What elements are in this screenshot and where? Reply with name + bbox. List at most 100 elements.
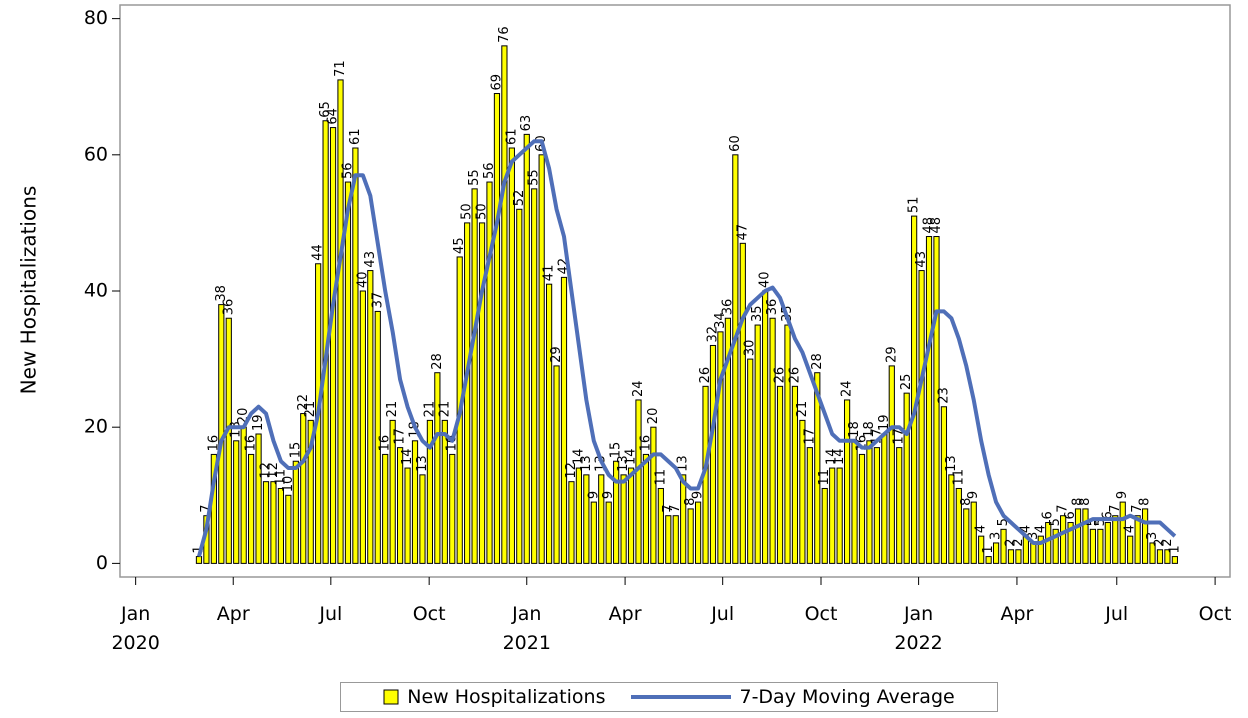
data-label: 61 [348, 128, 363, 145]
bar [397, 447, 404, 564]
bar [896, 447, 903, 564]
bar [948, 474, 955, 564]
data-label: 7 [1130, 504, 1145, 512]
data-label: 38 [214, 285, 229, 302]
data-label: 71 [333, 60, 348, 77]
bar [650, 426, 657, 564]
bar [1082, 508, 1089, 564]
x-tick-label: Oct [804, 603, 838, 625]
bar [814, 372, 821, 564]
bar [508, 147, 515, 564]
data-label: 7 [668, 504, 683, 512]
data-label: 13 [579, 455, 594, 472]
legend-label: New Hospitalizations [407, 686, 606, 708]
data-label: 20 [646, 408, 661, 425]
bar [911, 215, 918, 564]
x-tick-label: Jan 2022 [894, 603, 943, 654]
bar [754, 324, 761, 564]
bar [694, 501, 702, 564]
data-label: 21 [422, 401, 437, 418]
bar [441, 419, 448, 564]
data-label: 48 [929, 217, 944, 234]
legend-item: 7-Day Moving Average [631, 686, 955, 708]
bar [560, 276, 568, 564]
bar [635, 399, 642, 564]
bar [985, 556, 992, 564]
bar [277, 487, 285, 564]
bar [717, 331, 724, 564]
bar [791, 385, 799, 564]
bar [538, 154, 545, 564]
data-label: 12 [564, 462, 579, 479]
bar [1045, 522, 1052, 564]
data-label: 21 [795, 401, 810, 418]
data-label: 24 [631, 380, 646, 397]
bar [776, 385, 784, 564]
bar [613, 460, 620, 564]
y-tick-label: 60 [84, 143, 108, 165]
data-label: 17 [802, 428, 817, 445]
data-label: 60 [728, 135, 743, 152]
bar [829, 467, 836, 564]
data-label: 1 [1167, 545, 1182, 553]
data-label: 1 [981, 545, 996, 553]
bar [1104, 522, 1111, 564]
bar [329, 127, 337, 564]
bar [471, 188, 478, 564]
data-label: 8 [683, 498, 698, 506]
data-label: 4 [1018, 525, 1033, 533]
data-label: 8 [1071, 498, 1086, 506]
bar [426, 419, 434, 564]
data-label: 13 [676, 455, 691, 472]
data-label: 18 [862, 421, 877, 438]
data-label: 28 [810, 353, 825, 370]
data-label: 21 [437, 401, 452, 418]
bar [963, 508, 970, 564]
bar [866, 440, 873, 564]
y-tick-label: 0 [96, 552, 108, 574]
x-tick-label: Jul [1105, 603, 1129, 625]
data-label: 28 [430, 353, 445, 370]
data-label: 9 [966, 491, 981, 499]
bar [449, 453, 456, 564]
bar [1134, 515, 1141, 564]
bar [255, 433, 262, 564]
data-label: 34 [713, 312, 728, 329]
data-label: 6 [1063, 511, 1078, 519]
data-label: 11 [951, 469, 966, 486]
data-label: 11 [817, 469, 832, 486]
data-label: 16 [638, 435, 653, 452]
x-tick-label: Jan 2020 [111, 603, 160, 654]
bar [940, 406, 948, 564]
data-label: 2 [1160, 538, 1175, 546]
data-label: 17 [869, 428, 884, 445]
bar [516, 208, 523, 564]
y-tick-label: 80 [84, 7, 108, 29]
bar [933, 236, 940, 564]
data-label: 40 [355, 271, 370, 288]
bar [300, 413, 307, 564]
bar [374, 310, 381, 564]
data-label: 15 [609, 442, 624, 459]
bar [307, 419, 314, 564]
legend-item: New Hospitalizations [383, 686, 605, 708]
bar [248, 453, 255, 564]
data-label: 11 [653, 469, 668, 486]
bar [1030, 542, 1037, 564]
data-label: 50 [460, 203, 475, 220]
y-axis-title: New Hospitalizations [17, 186, 41, 395]
data-label: 14 [832, 449, 847, 466]
bar [1052, 528, 1059, 564]
data-label: 7 [1108, 504, 1123, 512]
data-label: 2 [1003, 538, 1018, 546]
data-label: 9 [601, 491, 616, 499]
bar [903, 392, 910, 564]
y-tick-label: 20 [84, 416, 108, 438]
bar [262, 481, 270, 564]
data-label: 76 [497, 26, 512, 43]
data-label: 18 [847, 421, 862, 438]
bar [1164, 549, 1171, 564]
data-label: 3 [1145, 532, 1160, 540]
bar [1000, 528, 1007, 564]
data-label: 24 [840, 380, 855, 397]
